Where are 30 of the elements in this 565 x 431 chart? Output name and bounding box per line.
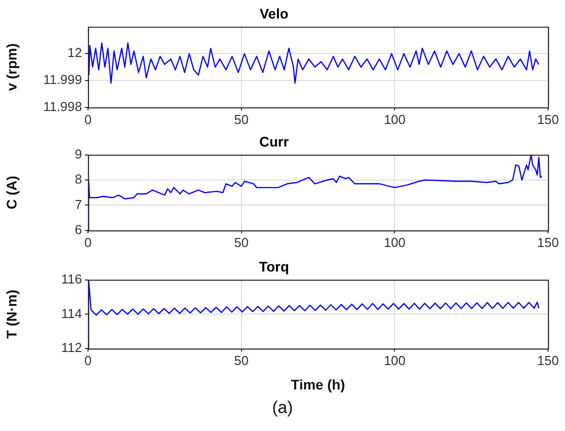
y-axis-title: T (N·m): [3, 290, 20, 339]
x-tick-label: 150: [537, 112, 559, 127]
y-tick-label: 12: [68, 45, 82, 60]
chart-title: Curr: [259, 133, 290, 150]
y-tick-label: 112: [61, 340, 82, 356]
x-tick-label: 0: [84, 112, 92, 127]
x-tick-label: 100: [384, 112, 406, 127]
x-tick-label: 100: [384, 352, 406, 368]
y-tick-label: 7: [74, 196, 82, 212]
x-tick-label: 50: [234, 352, 249, 368]
text: (a): [271, 398, 294, 418]
y-tick-label: 11.998: [43, 98, 82, 114]
y-tick-label: 116: [61, 271, 82, 286]
x-axis-title: Time (h): [290, 376, 346, 392]
y-tick-label: 6: [74, 222, 82, 237]
y-tick-label: 114: [61, 306, 82, 321]
y-tick-label: 9: [74, 146, 82, 162]
chart-title: Velo: [260, 5, 288, 22]
chart-title: Torq: [258, 258, 290, 274]
y-tick-label: 11.999: [43, 72, 82, 88]
x-tick-label: 150: [537, 352, 559, 368]
y-axis-title: v (rpm): [3, 43, 20, 91]
x-tick-label: 0: [84, 234, 92, 250]
y-tick-label: 8: [74, 172, 82, 187]
x-tick-label: 0: [84, 352, 92, 368]
x-tick-label: 150: [537, 234, 559, 250]
y-axis-title: C (A): [3, 176, 20, 210]
x-tick-label: 50: [234, 234, 249, 250]
x-tick-label: 50: [234, 112, 249, 127]
x-tick-label: 100: [384, 234, 406, 250]
